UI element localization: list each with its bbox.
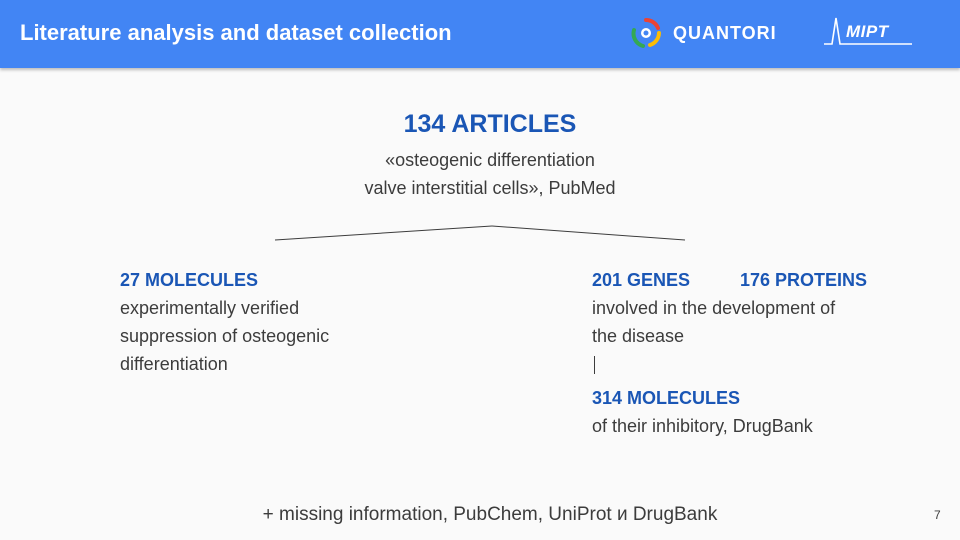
subtitle-line-1: «osteogenic differentiation: [385, 150, 595, 170]
left-column: 27 MOLECULES experimentally verified sup…: [120, 266, 329, 378]
left-line-2: suppression of osteogenic: [120, 326, 330, 346]
left-line-3: differentiation: [120, 354, 228, 374]
mipt-logo-icon: [824, 17, 912, 45]
footer-note: + missing information, PubChem, UniProt …: [262, 504, 718, 525]
articles-subtitle: «osteogenic differentiation valve inters…: [290, 146, 690, 202]
mipt-label: MIPT: [846, 22, 889, 41]
quantori-label: QUANTORI: [673, 23, 777, 43]
left-line-1: experimentally verified: [120, 298, 300, 318]
page-number: 7: [934, 508, 941, 522]
right-line-2: the disease: [592, 326, 685, 346]
subtitle-line-2: valve interstitial cells», PubMed: [364, 178, 616, 198]
molecules-description: of their inhibitory, DrugBank: [592, 416, 813, 436]
header-bar: Literature analysis and dataset collecti…: [0, 0, 960, 68]
branch-lines: [274, 225, 686, 241]
quantori-logo-icon: [631, 18, 661, 48]
left-heading: 27 MOLECULES: [120, 270, 259, 290]
slide-title: Literature analysis and dataset collecti…: [20, 20, 452, 45]
genes-heading: 201 GENES: [592, 270, 691, 290]
proteins-heading: 176 PROTEINS: [740, 270, 868, 290]
right-description: involved in the development of the disea…: [592, 294, 835, 350]
articles-count-title: 134 ARTICLES: [403, 110, 577, 138]
right-line-1: involved in the development of: [592, 298, 836, 318]
molecules-heading: 314 MOLECULES: [592, 388, 741, 408]
connector-bar: [594, 356, 595, 374]
